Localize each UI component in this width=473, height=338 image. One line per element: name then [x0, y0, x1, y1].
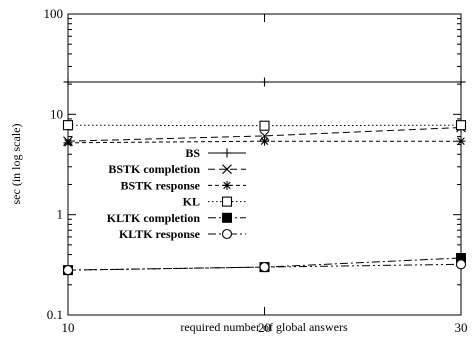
series-3 — [62, 120, 467, 131]
data-point — [62, 120, 74, 131]
legend-label: KL — [183, 195, 200, 209]
y-tick-label: 10 — [50, 106, 63, 121]
data-point — [63, 138, 73, 148]
axis-ticks: 0.1 1 10 100 10 20 30 — [44, 6, 468, 335]
series-2 — [63, 136, 466, 148]
legend-entry: KL — [183, 195, 246, 209]
series-0 — [63, 77, 466, 87]
legend-label: BSTK response — [121, 178, 201, 192]
legend-label: BSTK completion — [108, 162, 200, 176]
x-tick-label: 10 — [62, 320, 75, 335]
x-tick-label: 30 — [455, 320, 468, 335]
data-point — [259, 262, 270, 273]
legend-entry: KLTK completion — [107, 211, 246, 225]
data-point — [63, 77, 73, 87]
x-tick-label: 20 — [258, 320, 271, 335]
data-point — [455, 259, 467, 270]
data-point — [456, 136, 466, 146]
data-point — [259, 120, 270, 131]
data-point — [260, 77, 269, 87]
y-tick-label: 100 — [44, 6, 64, 21]
legend-label: KLTK completion — [107, 211, 201, 225]
y-tick-label: 0.1 — [47, 307, 63, 322]
legend-marker — [222, 212, 232, 223]
legend-marker — [222, 180, 232, 190]
series-5 — [62, 259, 467, 276]
y-axis-label: sec (in log scale) — [9, 124, 23, 205]
y-tick-label: 1 — [57, 207, 64, 222]
data-point — [62, 265, 74, 276]
legend-label: KLTK response — [119, 227, 201, 241]
data-point — [260, 136, 269, 146]
series-layer — [62, 77, 467, 276]
data-point — [456, 77, 466, 87]
legend-entry: BSTK completion — [108, 162, 246, 176]
x-axis-label: required number of global answers — [180, 320, 348, 334]
legend-entry: BSTK response — [121, 178, 246, 192]
legend-label: BS — [185, 146, 200, 160]
legend-marker — [222, 148, 232, 158]
data-point — [455, 120, 467, 131]
legend-entry: KLTK response — [119, 227, 246, 241]
legend-entry: BS — [185, 146, 246, 160]
legend-marker — [221, 228, 233, 240]
legend: BS BSTK completion BSTK response KL KLTK com… — [107, 146, 246, 241]
legend-marker — [222, 164, 232, 175]
legend-marker — [221, 196, 233, 207]
